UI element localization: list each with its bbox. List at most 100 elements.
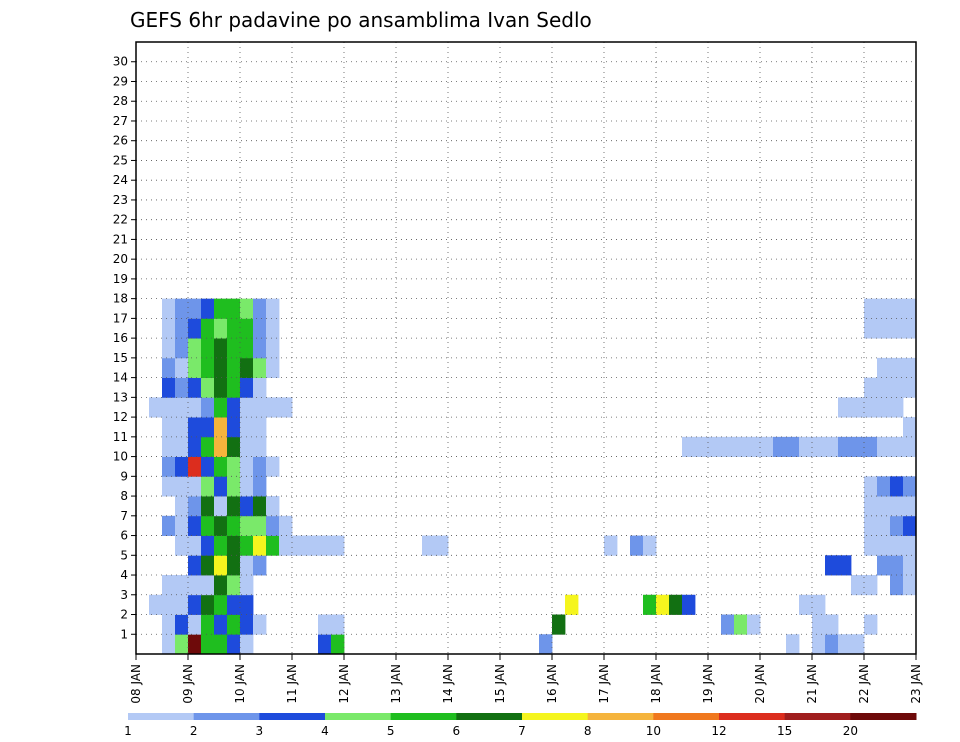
heat-cell [253, 496, 267, 517]
y-tick-label: 21 [113, 232, 128, 246]
y-tick-label: 15 [113, 351, 128, 365]
heat-cell [721, 614, 735, 635]
heat-cell [227, 634, 241, 655]
colorbar-label: 12 [711, 724, 726, 738]
heat-cell [682, 594, 696, 615]
heat-cell [812, 436, 826, 457]
heat-cell [240, 614, 254, 635]
colorbar-label: 1 [124, 724, 132, 738]
heat-cell [864, 298, 878, 319]
heat-cell [812, 614, 826, 635]
heat-cell [266, 456, 280, 477]
colorbar-swatch [390, 713, 457, 720]
x-tick-label: 18 JAN [649, 664, 663, 704]
heat-cell [188, 318, 202, 339]
heat-cell [903, 515, 917, 536]
heat-cell [331, 535, 345, 556]
heat-cell [214, 535, 228, 556]
heat-cell [903, 496, 917, 517]
heat-cell [162, 357, 176, 379]
heat-cell [214, 614, 228, 635]
colorbar-swatch [784, 713, 851, 720]
heat-cell [175, 456, 189, 477]
heat-cell [877, 476, 891, 497]
heat-cell [188, 456, 202, 477]
heat-cell [266, 535, 280, 556]
colorbar-label: 8 [584, 724, 592, 738]
heat-cell [864, 476, 878, 497]
heat-cell [214, 515, 228, 536]
y-tick-label: 17 [113, 311, 128, 325]
y-tick-label: 16 [113, 331, 128, 345]
colorbar-swatch [128, 713, 195, 720]
heat-cell [162, 594, 176, 615]
heat-cell [201, 515, 215, 536]
heat-cell [188, 555, 202, 576]
heat-cell [734, 436, 748, 457]
heat-cell [175, 397, 189, 418]
y-tick-label: 25 [113, 153, 128, 167]
x-tick-label: 22 JAN [857, 664, 871, 704]
heat-cell [227, 594, 241, 615]
heat-cell [227, 496, 241, 517]
heat-cell [240, 535, 254, 556]
y-tick-label: 7 [120, 509, 128, 523]
heat-cell [188, 515, 202, 536]
heat-cell [864, 496, 878, 517]
heat-cell [656, 594, 670, 615]
heat-cell [604, 535, 618, 556]
y-tick-label: 11 [113, 430, 128, 444]
heat-cell [175, 417, 189, 438]
heat-cell [747, 436, 761, 457]
heat-cell [721, 436, 735, 457]
heat-cell [201, 397, 215, 418]
heat-cell [188, 614, 202, 635]
heat-cell [214, 357, 228, 379]
heat-cell [682, 436, 696, 457]
x-tick-label: 13 JAN [389, 664, 403, 704]
heat-cell [253, 515, 267, 536]
heat-cell [201, 634, 215, 655]
colorbar-label: 5 [387, 724, 395, 738]
heat-cell [864, 614, 878, 635]
y-tick-label: 26 [113, 134, 128, 148]
heat-cell [175, 535, 189, 556]
heat-cell [240, 377, 254, 398]
heat-cell [227, 318, 241, 339]
heat-cell [890, 476, 904, 497]
colorbar-swatch [587, 713, 654, 720]
heat-cell [786, 436, 800, 457]
heat-cell [903, 555, 917, 576]
heat-cell [552, 614, 566, 635]
heat-cell [201, 338, 215, 359]
heat-cell [214, 338, 228, 359]
heat-cell [227, 476, 241, 497]
heat-cell [890, 496, 904, 517]
heat-cell [877, 496, 891, 517]
heat-cell [214, 476, 228, 497]
heat-cell [253, 614, 267, 635]
heat-cell [162, 436, 176, 457]
heat-cell [903, 298, 917, 319]
heat-cell [188, 575, 202, 596]
colorbar-label: 7 [518, 724, 526, 738]
y-tick-label: 22 [113, 213, 128, 227]
heat-cell [175, 634, 189, 655]
heat-cell [253, 535, 267, 556]
heat-cell [266, 397, 280, 418]
heat-cell [201, 298, 215, 319]
heat-cell [890, 298, 904, 319]
colorbar-label: 6 [453, 724, 461, 738]
colorbar-swatch [325, 713, 392, 720]
heat-cell [201, 476, 215, 497]
heat-cell [175, 436, 189, 457]
heat-cell [240, 496, 254, 517]
heat-cell [890, 397, 904, 418]
heat-cell [227, 575, 241, 596]
colorbar-swatch [522, 713, 589, 720]
heat-cell [175, 476, 189, 497]
heat-cell [227, 298, 241, 319]
heat-cell [253, 357, 267, 379]
heat-cell [838, 397, 852, 418]
